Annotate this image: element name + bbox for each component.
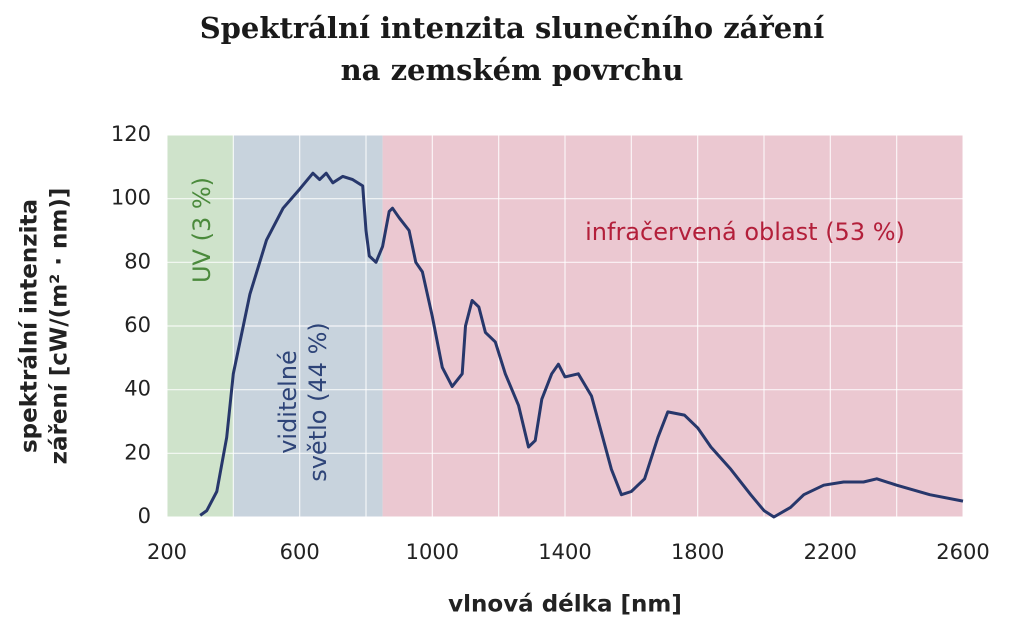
y-axis-label: záření [cW/(m² · nm)] <box>47 188 73 465</box>
region-label: světlo (44 %) <box>304 322 332 482</box>
y-tick-label: 120 <box>111 122 151 146</box>
x-tick-label: 2200 <box>804 540 857 564</box>
region-label: UV (3 %) <box>188 177 216 283</box>
region-label: viditelné <box>274 350 302 454</box>
x-axis-label: vlnová délka [nm] <box>448 592 682 618</box>
y-tick-label: 60 <box>124 313 151 337</box>
x-tick-label: 1000 <box>406 540 459 564</box>
region-label: infračervená oblast (53 %) <box>585 218 905 246</box>
x-tick-label: 2600 <box>936 540 989 564</box>
x-tick-label: 600 <box>280 540 320 564</box>
y-axis-label: spektrální intenzita <box>17 199 43 453</box>
x-tick-label: 200 <box>147 540 187 564</box>
chart-title: Spektrální intenzita slunečního záření <box>200 11 825 45</box>
x-tick-label: 1800 <box>671 540 724 564</box>
y-tick-label: 40 <box>124 377 151 401</box>
y-tick-label: 0 <box>138 504 151 528</box>
spectrum-line <box>199 171 964 519</box>
y-tick-label: 80 <box>124 249 151 273</box>
y-tick-label: 20 <box>124 440 151 464</box>
y-tick-label: 100 <box>111 186 151 210</box>
x-tick-label: 1400 <box>538 540 591 564</box>
chart-title: na zemském povrchu <box>341 53 684 87</box>
